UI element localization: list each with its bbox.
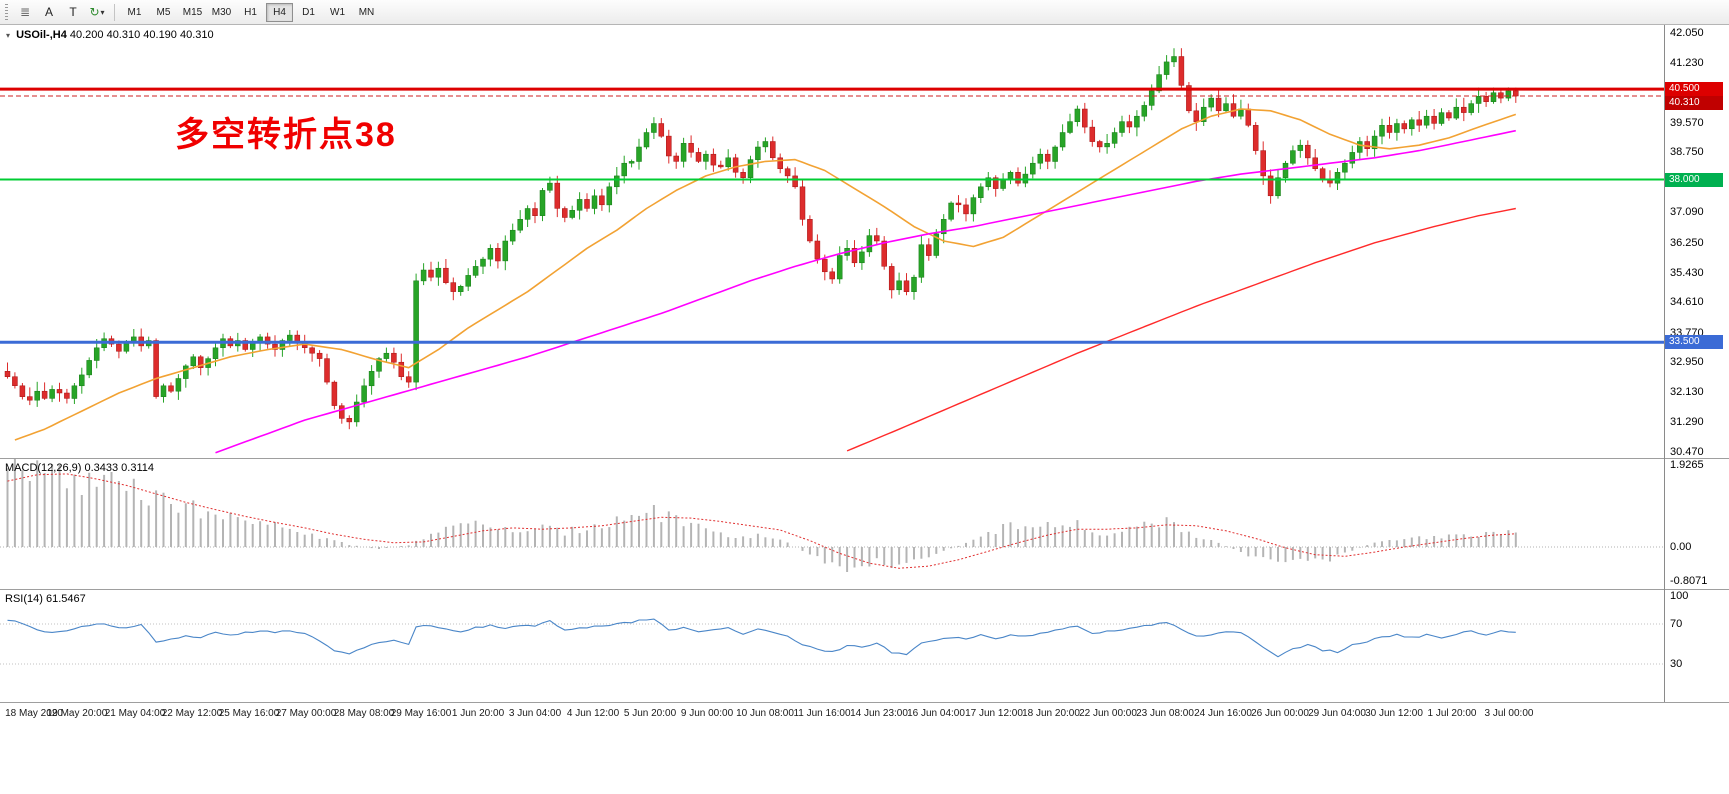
rsi-axis-label: 70 xyxy=(1670,618,1683,630)
time-axis-label: 1 Jun 20:00 xyxy=(451,708,505,719)
time-axis-label: 17 Jun 12:00 xyxy=(965,708,1023,719)
ohlc-values: 40.200 40.310 40.190 40.310 xyxy=(69,29,214,41)
macd-axis-label: -0.8071 xyxy=(1670,575,1708,587)
timeframe-button-m5[interactable]: M5 xyxy=(156,6,171,18)
price-axis-separator xyxy=(1664,25,1665,702)
time-axis-label: 29 May 16:00 xyxy=(390,708,452,719)
toolbar: ≣ A T ↻ ▾ M1 M5 M15 M30 H1 H4 D1 W1 MN xyxy=(0,0,1729,25)
time-axis-label: 1 Jul 20:00 xyxy=(1427,708,1477,719)
main-chart-panel: ▾ USOil-,H4 40.200 40.310 40.190 40.310 … xyxy=(0,25,1729,458)
price-axis-label: 42.050 xyxy=(1670,27,1704,39)
time-axis-label: 18 May 2020 xyxy=(5,708,63,719)
timeframe-button-m1[interactable]: M1 xyxy=(127,6,142,18)
time-axis-label: 3 Jun 04:00 xyxy=(508,708,562,719)
time-axis-label: 28 May 08:00 xyxy=(333,708,395,719)
rsi-label: RSI(14) 61.5467 xyxy=(5,593,86,605)
timeframe-button-m30[interactable]: M30 xyxy=(211,6,232,18)
time-axis-label: 18 Jun 20:00 xyxy=(1022,708,1080,719)
time-axis-label: 24 Jun 16:00 xyxy=(1194,708,1252,719)
toolbar-separator xyxy=(114,3,115,21)
timeframe-button-d1[interactable]: D1 xyxy=(302,6,315,18)
price-line-tag: 40.500 xyxy=(1665,82,1723,96)
time-axis-label: 10 Jun 08:00 xyxy=(736,708,794,719)
price-axis-label: 41.230 xyxy=(1670,57,1704,69)
time-axis-label: 11 Jun 16:00 xyxy=(793,708,851,719)
text-label-t-icon[interactable]: T xyxy=(69,5,77,19)
price-axis-label: 34.610 xyxy=(1670,296,1704,308)
text-annotation-a-icon[interactable]: A xyxy=(44,5,53,19)
price-axis-label: 31.290 xyxy=(1670,416,1704,428)
time-axis-label: 19 May 20:00 xyxy=(46,708,108,719)
price-axis-label: 35.430 xyxy=(1670,267,1704,279)
time-axis-label: 14 Jun 23:00 xyxy=(850,708,908,719)
timeframe-button-w1[interactable]: W1 xyxy=(330,6,345,18)
chart-title-marker-icon: ▾ xyxy=(6,31,11,40)
price-axis-label: 30.470 xyxy=(1670,446,1704,458)
timeframe-button-mn[interactable]: MN xyxy=(358,6,375,18)
price-axis-label: 39.570 xyxy=(1670,117,1704,129)
rsi-canvas[interactable] xyxy=(0,590,1664,702)
price-line-tag: 33.500 xyxy=(1665,335,1723,349)
price-chart-canvas[interactable] xyxy=(0,25,1664,458)
macd-canvas[interactable] xyxy=(0,459,1664,589)
time-axis-label: 22 Jun 00:00 xyxy=(1079,708,1137,719)
price-axis-label: 37.090 xyxy=(1670,206,1704,218)
time-axis-label: 3 Jul 00:00 xyxy=(1484,708,1534,719)
rsi-axis-label: 100 xyxy=(1670,590,1689,602)
price-line-tag: 40.310 xyxy=(1665,96,1723,110)
toolbar-grip[interactable] xyxy=(5,4,8,20)
time-axis[interactable]: 18 May 2020 19 May 20:00 21 May 04:00 22 Ma… xyxy=(0,702,1729,728)
time-axis-label: 29 Jun 04:00 xyxy=(1308,708,1366,719)
rsi-panel: RSI(14) 61.5467 100 70 30 xyxy=(0,589,1729,702)
timeframe-button-h1[interactable]: H1 xyxy=(244,6,257,18)
time-axis-label: 4 Jun 12:00 xyxy=(566,708,620,719)
time-axis-label: 27 May 00:00 xyxy=(275,708,337,719)
time-axis-label: 30 Jun 12:00 xyxy=(1365,708,1423,719)
time-axis-label: 5 Jun 20:00 xyxy=(623,708,677,719)
objects-list-icon[interactable]: ≣ xyxy=(19,5,31,19)
price-axis-label: 36.250 xyxy=(1670,237,1704,249)
time-axis-label: 16 Jun 04:00 xyxy=(907,708,965,719)
time-axis-label: 25 May 16:00 xyxy=(218,708,280,719)
price-line-tag: 38.000 xyxy=(1665,173,1723,187)
symbol-period-label: USOil-,H4 xyxy=(16,29,67,41)
time-axis-label: 21 May 04:00 xyxy=(104,708,166,719)
timeframe-button-h4[interactable]: H4 xyxy=(266,2,293,22)
macd-axis-label: 1.9265 xyxy=(1670,459,1704,471)
price-axis-label: 32.130 xyxy=(1670,386,1704,398)
rsi-axis-label: 30 xyxy=(1670,658,1683,670)
macd-panel: MACD(12,26,9) 0.3433 0.3114 1.9265 0.00 -0… xyxy=(0,458,1729,589)
annotation-text: 多空转折点38 xyxy=(175,116,397,154)
time-axis-label: 26 Jun 00:00 xyxy=(1251,708,1309,719)
time-axis-label: 23 Jun 08:00 xyxy=(1136,708,1194,719)
drawing-tools-group: ≣ A T ↻ ▾ xyxy=(13,2,109,22)
macd-label: MACD(12,26,9) 0.3433 0.3114 xyxy=(5,462,155,474)
chart-title: ▾ USOil-,H4 40.200 40.310 40.190 40.310 xyxy=(6,29,214,41)
dropdown-caret-icon: ▾ xyxy=(100,7,105,17)
timeframe-button-m15[interactable]: M15 xyxy=(182,6,203,18)
time-axis-label: 9 Jun 00:00 xyxy=(680,708,734,719)
price-axis-label: 32.950 xyxy=(1670,356,1704,368)
auto-refresh-icon[interactable]: ↻ ▾ xyxy=(89,5,105,19)
macd-axis-label: 0.00 xyxy=(1670,541,1692,553)
timeframe-buttons-group: M1 M5 M15 M30 H1 H4 D1 W1 MN xyxy=(120,2,381,22)
price-axis-label: 38.750 xyxy=(1670,146,1704,158)
time-axis-label: 22 May 12:00 xyxy=(161,708,223,719)
